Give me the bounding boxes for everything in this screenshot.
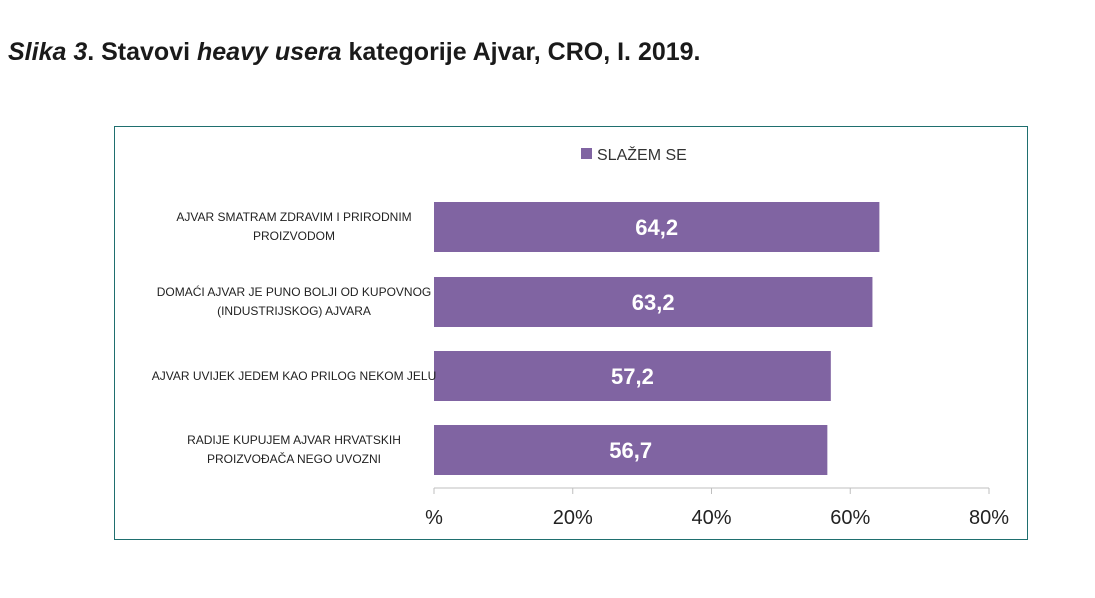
title-italic: heavy usera bbox=[197, 38, 342, 66]
bar-value-label: 56,7 bbox=[609, 438, 652, 463]
category-label: AJVAR UVIJEK JEDEM KAO PRILOG NEKOM JELU bbox=[152, 369, 437, 383]
x-tick-label: 80% bbox=[969, 507, 1009, 529]
x-tick-label: 60% bbox=[830, 507, 870, 529]
figure-number: Slika 3 bbox=[8, 38, 88, 66]
category-label: PROIZVODOM bbox=[253, 229, 335, 243]
title-text-2: kategorije Ajvar, CRO, I. 2019. bbox=[341, 38, 701, 66]
figure-title: Slika 3. Stavovi heavy usera kategorije … bbox=[8, 38, 701, 67]
x-tick-label: 20% bbox=[553, 507, 593, 529]
category-label: (INDUSTRIJSKOG) AJVARA bbox=[217, 304, 371, 318]
category-label: RADIJE KUPUJEM AJVAR HRVATSKIH bbox=[187, 433, 401, 447]
category-label: AJVAR SMATRAM ZDRAVIM I PRIRODNIM bbox=[176, 210, 411, 224]
bar bbox=[434, 425, 828, 475]
category-label: PROIZVOĐAČA NEGO UVOZNI bbox=[207, 451, 381, 466]
x-tick-label: 40% bbox=[691, 507, 731, 529]
x-tick-label: % bbox=[425, 507, 443, 529]
category-label: DOMAĆI AJVAR JE PUNO BOLJI OD KUPOVNOG bbox=[157, 284, 432, 299]
bar-value-label: 57,2 bbox=[611, 364, 654, 389]
legend-label: SLAŽEM SE bbox=[597, 145, 687, 164]
chart-frame bbox=[114, 126, 1028, 540]
legend-swatch bbox=[581, 148, 592, 159]
bar bbox=[434, 351, 831, 401]
bar bbox=[434, 277, 873, 327]
title-text-1: . Stavovi bbox=[87, 38, 197, 66]
bar-value-label: 63,2 bbox=[632, 290, 675, 315]
bar bbox=[434, 202, 880, 252]
bar-value-label: 64,2 bbox=[635, 215, 678, 240]
